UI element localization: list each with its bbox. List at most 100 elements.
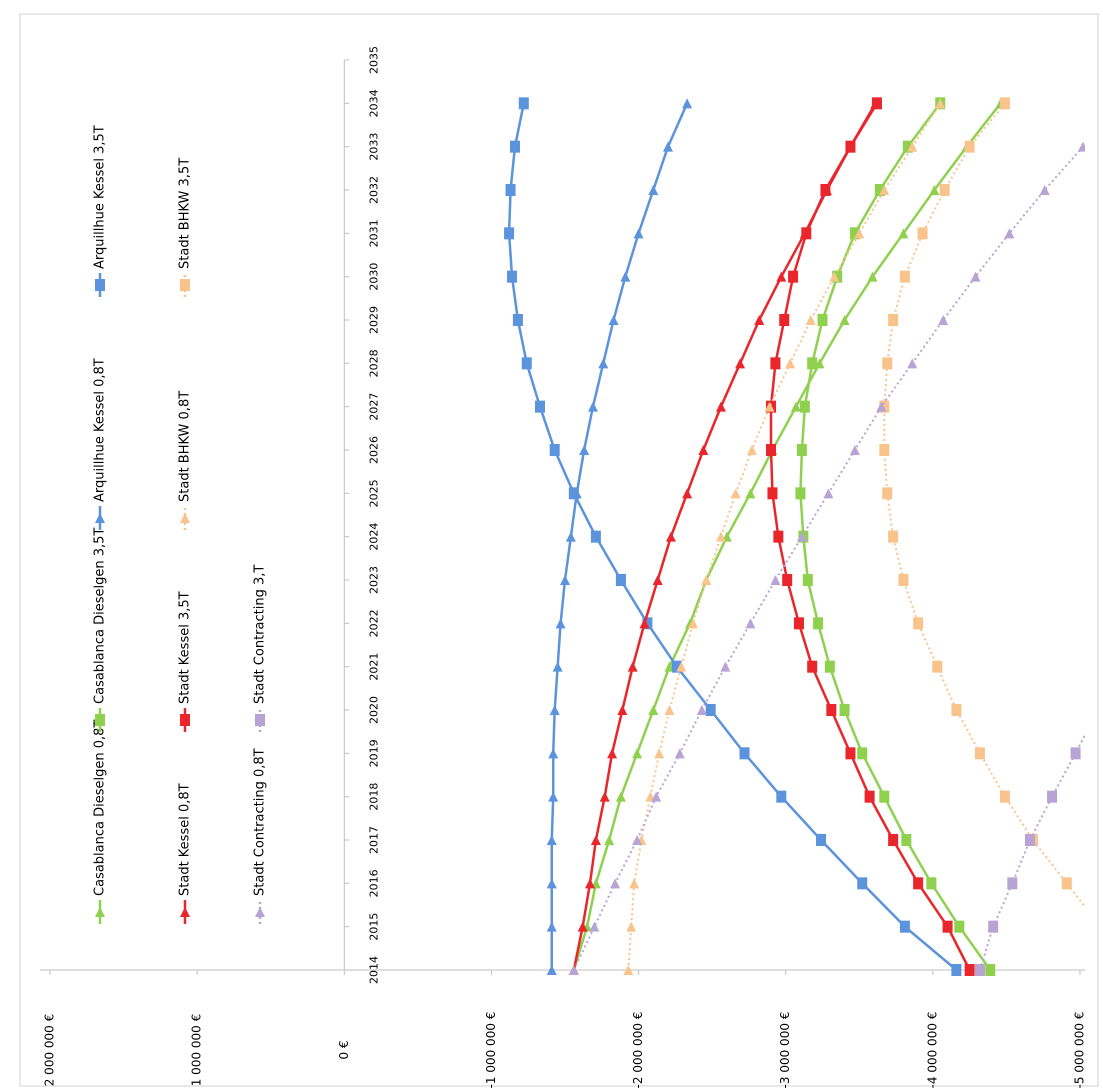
marker: [546, 878, 557, 889]
marker: [917, 227, 928, 240]
marker: [938, 315, 949, 325]
marker: [745, 488, 756, 499]
marker: [839, 315, 850, 325]
marker: [974, 964, 985, 976]
marker: [970, 271, 981, 282]
marker: [857, 877, 868, 890]
marker: [555, 618, 566, 629]
marker: [599, 791, 610, 802]
legend-marker: [180, 513, 190, 523]
marker: [899, 920, 910, 933]
marker: [654, 748, 665, 759]
marker: [864, 790, 875, 803]
marker: [674, 748, 685, 759]
marker: [796, 531, 807, 542]
marker: [518, 97, 529, 110]
marker: [770, 357, 781, 370]
marker: [548, 791, 559, 802]
marker: [888, 314, 899, 326]
marker: [615, 791, 626, 802]
marker: [813, 617, 824, 630]
marker: [546, 965, 557, 975]
legend-label: Stadt Kessel 0,8T: [178, 783, 193, 896]
marker: [929, 185, 940, 195]
marker: [546, 921, 557, 932]
marker: [1039, 185, 1050, 195]
marker: [879, 185, 890, 195]
y-tick-label: 2 000 000 €: [43, 1014, 57, 1087]
marker: [793, 617, 804, 630]
x-tick-label: 2027: [367, 393, 380, 421]
x-tick-label: 2034: [367, 89, 380, 117]
marker: [682, 488, 693, 499]
marker: [534, 400, 545, 413]
marker: [745, 618, 756, 629]
marker: [610, 878, 621, 889]
marker: [876, 401, 887, 412]
marker: [664, 705, 675, 715]
marker: [739, 747, 750, 760]
marker: [845, 747, 856, 760]
marker: [820, 184, 831, 196]
marker: [767, 487, 778, 500]
series-line: [572, 102, 1085, 971]
marker: [688, 618, 699, 629]
marker: [802, 574, 813, 586]
marker: [816, 834, 827, 846]
marker: [807, 660, 818, 673]
marker: [701, 575, 712, 585]
marker: [901, 834, 912, 846]
marker: [776, 790, 787, 803]
marker: [577, 921, 588, 932]
marker: [696, 705, 707, 715]
marker: [907, 358, 918, 369]
marker: [764, 401, 775, 412]
marker: [985, 964, 996, 976]
marker: [829, 271, 840, 282]
marker: [907, 141, 918, 152]
marker: [754, 315, 765, 325]
marker: [799, 400, 810, 413]
marker: [509, 140, 520, 153]
marker: [788, 270, 799, 283]
marker: [560, 575, 570, 585]
marker: [823, 488, 834, 499]
marker: [824, 660, 835, 673]
legend-marker: [180, 714, 190, 726]
legend-label: Casablanca Dieselgen 3,5T: [93, 528, 108, 704]
marker: [1024, 834, 1035, 846]
x-tick-label: 2028: [367, 349, 380, 377]
marker: [871, 97, 882, 110]
marker: [785, 358, 796, 369]
legend-marker: [95, 513, 105, 523]
x-tick-label: 2017: [367, 826, 380, 854]
marker: [888, 834, 899, 846]
marker: [549, 444, 560, 456]
x-tick-label: 2018: [367, 783, 380, 811]
marker: [867, 271, 878, 282]
marker: [1077, 141, 1085, 152]
marker: [546, 835, 557, 845]
marker: [826, 704, 837, 716]
legend-label: Stadt BHKW 0,8T: [178, 391, 193, 502]
marker: [607, 748, 618, 759]
plot-area: [504, 97, 1085, 976]
y-tick-label: -4 000 000 €: [925, 1012, 939, 1089]
marker: [676, 661, 687, 672]
marker: [1007, 877, 1018, 890]
marker: [773, 530, 784, 543]
marker: [552, 661, 563, 672]
marker: [504, 227, 515, 240]
marker: [899, 270, 910, 283]
y-tick-label: -5 000 000 €: [1073, 1012, 1087, 1089]
x-tick-label: 2033: [367, 133, 380, 161]
marker: [776, 271, 787, 282]
legend-label: Arquillhue Kessel 3,5T: [93, 125, 108, 269]
marker: [620, 271, 631, 282]
y-tick-label: 1 000 000 €: [190, 1014, 204, 1087]
marker: [590, 835, 601, 845]
marker: [913, 877, 924, 890]
marker: [964, 964, 975, 976]
marker: [951, 704, 962, 716]
marker: [964, 140, 975, 153]
